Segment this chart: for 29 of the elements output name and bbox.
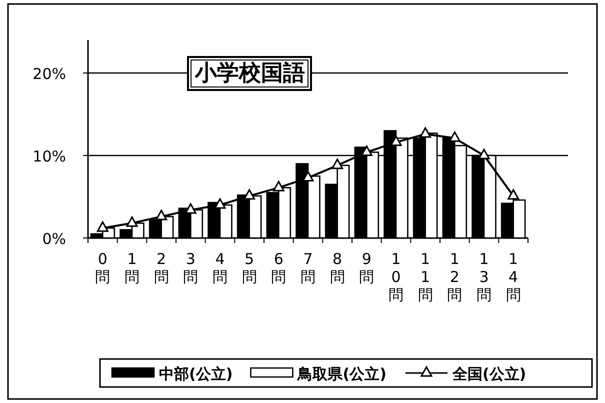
x-tick-label: 12問 (447, 250, 462, 304)
point (272, 180, 284, 192)
x-tick-label: 2問 (154, 250, 169, 286)
y-tick-label: 20% (32, 65, 66, 83)
point (332, 158, 344, 170)
point (96, 221, 108, 232)
point (156, 210, 168, 220)
legend-label: 中部(公立) (159, 365, 233, 383)
x-tick-label: 5問 (242, 250, 257, 286)
x-tick-label: 1問 (124, 250, 140, 286)
y-tick-label: 10% (32, 148, 66, 166)
text: 小学校国語 (194, 61, 305, 86)
x-tick-label: 9問 (359, 250, 374, 286)
x-tick-label: 11問 (418, 250, 433, 304)
x-tick-label: 8問 (330, 250, 345, 286)
x-tick-label: 14問 (506, 250, 521, 304)
x-tick-label: 10問 (388, 250, 404, 304)
x-tick-label: 0問 (95, 250, 110, 286)
x-tick-label: 13問 (476, 250, 492, 304)
x-tick-label: 7問 (300, 250, 316, 286)
legend-label: 全国(公立) (451, 365, 526, 383)
point (508, 189, 520, 200)
point (126, 216, 138, 227)
legend-label: 鳥取県(公立) (296, 365, 386, 383)
y-tick-label: 0% (42, 230, 66, 248)
x-tick-label: 3問 (183, 250, 198, 286)
x-tick-label: 6問 (271, 250, 286, 286)
x-tick-label: 4問 (212, 250, 228, 286)
point (420, 127, 432, 138)
